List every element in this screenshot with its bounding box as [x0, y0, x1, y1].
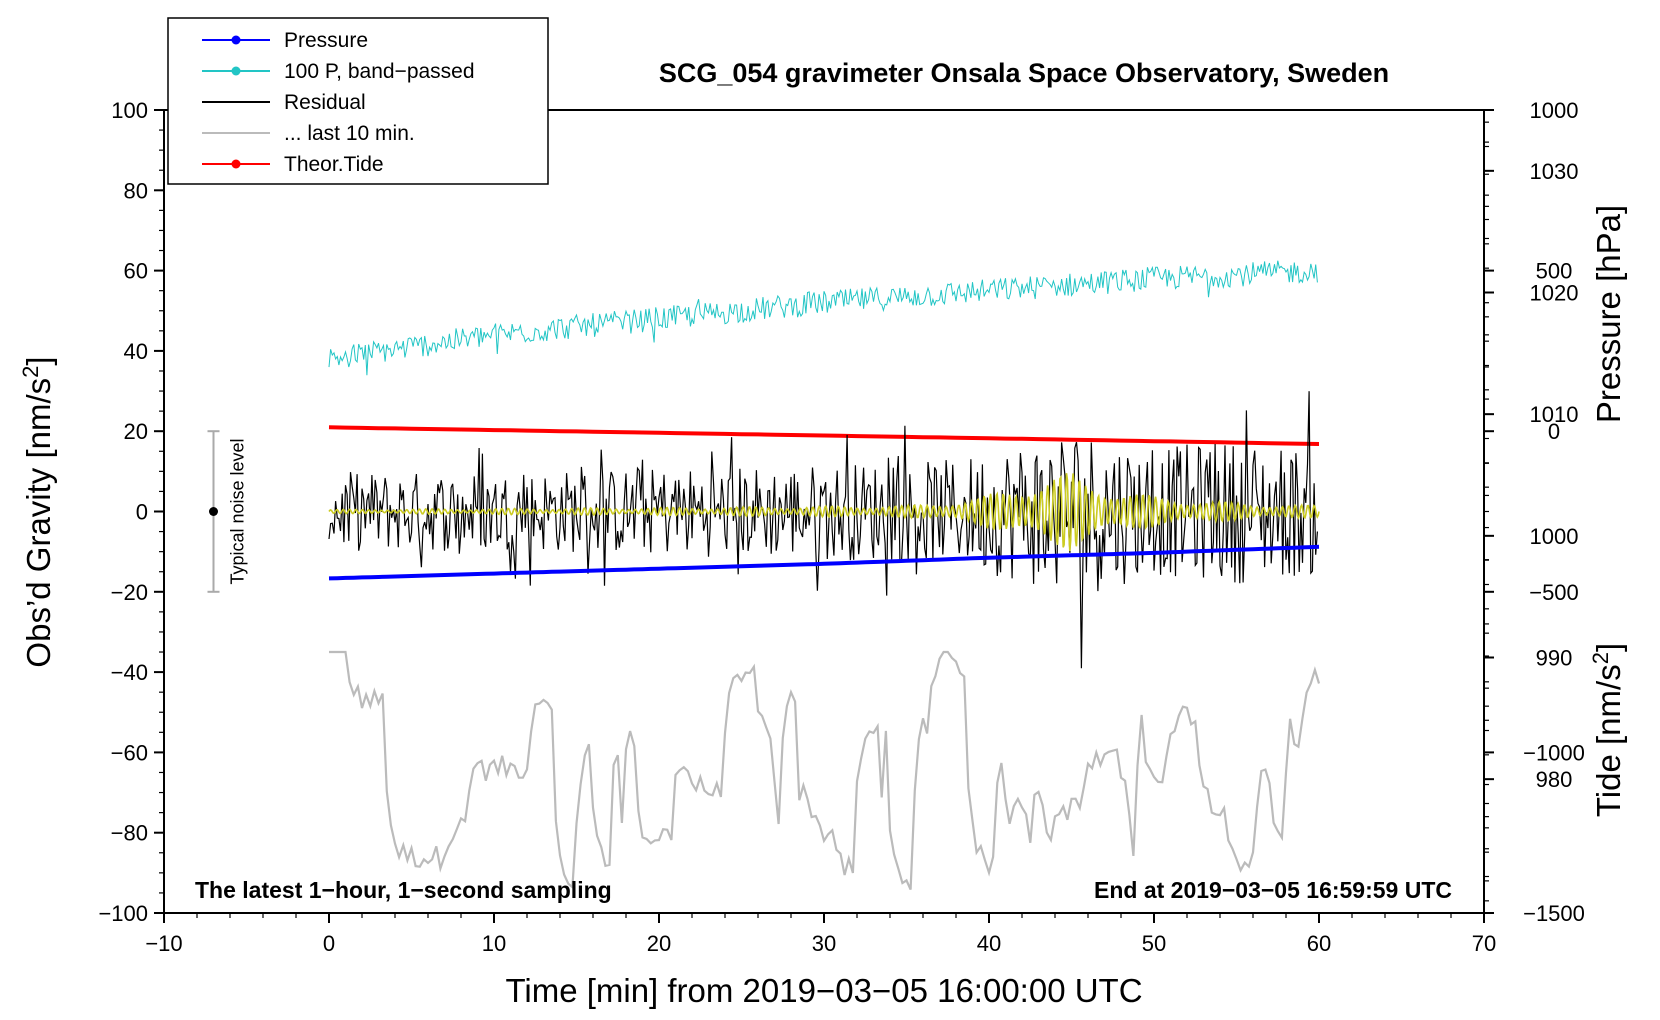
y-axis-title: Obs’d Gravity [nm/s2]: [18, 356, 58, 667]
tide-tick-label: −1500: [1523, 901, 1585, 926]
x-tick-label: 70: [1472, 931, 1496, 956]
legend-label: ... last 10 min.: [284, 122, 415, 145]
legend-label: 100 P, band−passed: [284, 60, 475, 83]
y-tick-label: 20: [124, 419, 148, 444]
y-axis-title-main: Obs’d Gravity [nm/s: [20, 378, 57, 668]
tide-tick-label: 500: [1536, 259, 1573, 284]
series-100p-band-passed: [328, 260, 1318, 376]
tide-axis-title: Tide [nm/s2]: [1588, 643, 1628, 817]
pressure-tick-label: 1000: [1530, 524, 1579, 549]
x-tick-label: 50: [1142, 931, 1166, 956]
noise-bar-group: Typical noise level: [207, 430, 248, 593]
tide-tick-label: −1000: [1523, 740, 1585, 765]
x-tick-label: 40: [977, 931, 1001, 956]
y-tick-label: 0: [136, 500, 148, 525]
legend: Pressure 100 P, band−passed Residual ... la…: [167, 17, 549, 185]
y-tick-label: −100: [98, 901, 148, 926]
tick-layer: −10 0 10 20 30 40 50 60 70−100−80−60−40−20020406…: [98, 98, 1584, 956]
tide-tick-label: 0: [1548, 419, 1560, 444]
tide-tick-label: −500: [1529, 580, 1579, 605]
pressure-tick-label: 990: [1536, 646, 1573, 671]
series-pressure: [328, 544, 1320, 581]
noise-bar-center-dot: [209, 507, 218, 516]
legend-label: Residual: [284, 91, 366, 114]
noise-bar-label: Typical noise level: [228, 438, 248, 584]
x-tick-label: 10: [482, 931, 506, 956]
y-axis-title-close: ]: [20, 356, 57, 365]
pressure-tick-label: 1030: [1530, 159, 1579, 184]
x-tick-label: 0: [323, 931, 335, 956]
pressure-tick-label: 1020: [1530, 281, 1579, 306]
series-last-10-min: [329, 650, 1321, 891]
tide-axis-title-sup: 2: [1588, 652, 1613, 664]
y-tick-label: −60: [111, 740, 148, 765]
legend-marker: [231, 35, 241, 45]
pressure-axis-title: Pressure [hPa]: [1590, 205, 1627, 423]
y-tick-label: 60: [124, 259, 148, 284]
y-axis-title-sup: 2: [18, 366, 43, 378]
pressure-tick-label: 980: [1536, 767, 1573, 792]
tide-axis-title-close: ]: [1590, 643, 1627, 652]
legend-label: Pressure: [284, 29, 368, 52]
legend-label: Theor.Tide: [284, 153, 384, 176]
x-tick-label: 30: [812, 931, 836, 956]
x-axis-title: Time [min] from 2019−03−05 16:00:00 UTC: [505, 972, 1142, 1009]
series-theor-tide: [328, 425, 1320, 446]
y-tick-label: 80: [124, 178, 148, 203]
legend-marker: [231, 159, 241, 169]
x-tick-label: −10: [145, 931, 182, 956]
y-tick-label: 100: [111, 98, 148, 123]
series-residual: [328, 391, 1318, 669]
note-sampling: The latest 1−hour, 1−second sampling: [195, 877, 612, 903]
chart-title: SCG_054 gravimeter Onsala Space Observat…: [659, 58, 1389, 88]
y-tick-label: 40: [124, 339, 148, 364]
note-end-time: End at 2019−03−05 16:59:59 UTC: [1094, 877, 1452, 903]
y-tick-label: −40: [111, 660, 148, 685]
y-tick-label: −20: [111, 580, 148, 605]
x-tick-label: 60: [1307, 931, 1331, 956]
series-residual-filtered: [328, 473, 1320, 551]
tide-axis-title-main: Tide [nm/s: [1590, 664, 1627, 817]
y-tick-label: −80: [111, 821, 148, 846]
legend-marker: [231, 66, 241, 76]
tide-tick-label: 1000: [1530, 98, 1579, 123]
pressure-tick-label: 1010: [1530, 402, 1579, 427]
series-layer: [328, 260, 1321, 891]
x-tick-label: 20: [647, 931, 671, 956]
